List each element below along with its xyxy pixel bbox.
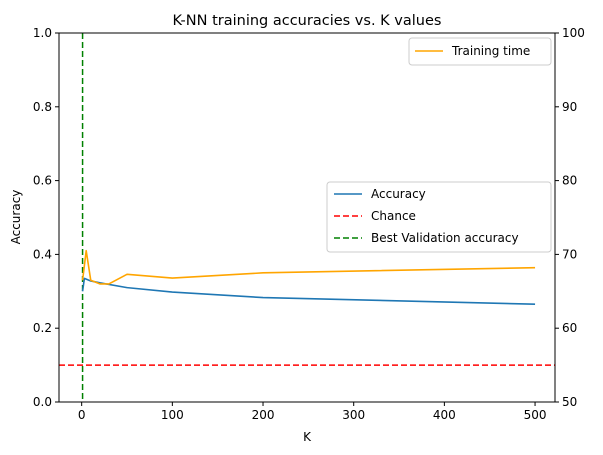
legend-box — [408, 37, 552, 66]
accuracy-line — [81, 277, 536, 306]
x-tick-label: 500 — [524, 408, 547, 422]
training-time-line — [81, 249, 536, 285]
x-tick-label: 300 — [342, 408, 365, 422]
y-axis-left: 0.0 0.2 0.4 0.6 0.8 1.0 — [33, 26, 59, 409]
x-axis: 0 100 200 300 400 500 — [78, 402, 547, 422]
legend-accuracy: Accuracy Chance Best Validation accuracy — [326, 181, 552, 253]
x-tick-label: 400 — [433, 408, 456, 422]
y-tick-label: 0.4 — [33, 247, 52, 261]
y-tick-label: 0.2 — [33, 321, 52, 335]
legend-box — [326, 181, 552, 253]
y2-tick-label: 60 — [562, 321, 577, 335]
reference-lines — [59, 33, 555, 402]
legend-label: Accuracy — [371, 187, 426, 201]
x-tick-label: 100 — [161, 408, 184, 422]
y2-tick-label: 70 — [562, 247, 577, 261]
legend-label: Training time — [451, 44, 530, 58]
plot-frame — [58, 32, 556, 403]
y2-tick-label: 80 — [562, 174, 577, 188]
y-tick-label: 0.6 — [33, 174, 52, 188]
x-tick-label: 200 — [252, 408, 275, 422]
series-lines — [81, 249, 536, 306]
y-tick-label: 1.0 — [33, 26, 52, 40]
y-tick-label: 0.8 — [33, 100, 52, 114]
y-axis-right: 50 60 70 80 90 100 — [555, 26, 585, 409]
y2-tick-label: 50 — [562, 395, 577, 409]
y2-tick-label: 100 — [562, 26, 585, 40]
y-axis-label: Accuracy — [9, 190, 23, 245]
legend-training-time: Training time — [408, 37, 552, 66]
legend-label: Chance — [371, 209, 416, 223]
legend-label: Best Validation accuracy — [371, 231, 519, 245]
x-tick-label: 0 — [78, 408, 86, 422]
x-axis-label: K — [303, 430, 312, 444]
y2-tick-label: 90 — [562, 100, 577, 114]
y-tick-label: 0.0 — [33, 395, 52, 409]
chart-title: K-NN training accuracies vs. K values — [173, 13, 442, 29]
